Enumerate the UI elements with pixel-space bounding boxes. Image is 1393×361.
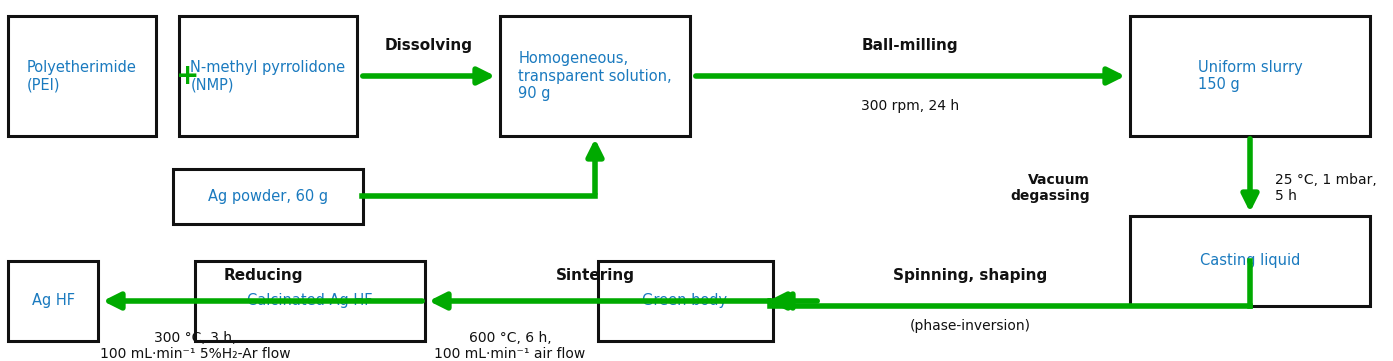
Text: Reducing: Reducing: [223, 268, 302, 283]
Text: (phase-inversion): (phase-inversion): [910, 319, 1031, 333]
Text: Ag powder, 60 g: Ag powder, 60 g: [208, 188, 329, 204]
FancyBboxPatch shape: [1130, 16, 1369, 136]
Text: 300 °C, 3 h,
100 mL·min⁻¹ 5%H₂-Ar flow: 300 °C, 3 h, 100 mL·min⁻¹ 5%H₂-Ar flow: [100, 331, 290, 361]
FancyBboxPatch shape: [500, 16, 690, 136]
Text: Homogeneous,
transparent solution,
90 g: Homogeneous, transparent solution, 90 g: [518, 51, 671, 101]
Text: +: +: [177, 62, 199, 90]
Text: Vacuum
degassing: Vacuum degassing: [1010, 173, 1089, 203]
Text: N-methyl pyrrolidone
(NMP): N-methyl pyrrolidone (NMP): [191, 60, 345, 92]
FancyBboxPatch shape: [598, 261, 773, 341]
Text: Spinning, shaping: Spinning, shaping: [893, 268, 1048, 283]
Text: Sintering: Sintering: [556, 268, 634, 283]
Text: Uniform slurry
150 g: Uniform slurry 150 g: [1198, 60, 1302, 92]
Text: 600 °C, 6 h,
100 mL·min⁻¹ air flow: 600 °C, 6 h, 100 mL·min⁻¹ air flow: [435, 331, 585, 361]
FancyBboxPatch shape: [8, 261, 98, 341]
Text: Calcinated Ag HF: Calcinated Ag HF: [247, 293, 373, 309]
FancyBboxPatch shape: [195, 261, 425, 341]
Text: Dissolving: Dissolving: [384, 38, 474, 53]
Text: Polyetherimide
(PEI): Polyetherimide (PEI): [26, 60, 137, 92]
Text: 300 rpm, 24 h: 300 rpm, 24 h: [861, 99, 958, 113]
FancyBboxPatch shape: [173, 169, 364, 223]
Text: Ag HF: Ag HF: [32, 293, 74, 309]
FancyBboxPatch shape: [178, 16, 357, 136]
Text: Ball-milling: Ball-milling: [862, 38, 958, 53]
FancyBboxPatch shape: [8, 16, 156, 136]
Text: Casting liquid: Casting liquid: [1199, 253, 1300, 269]
Text: Green body: Green body: [642, 293, 727, 309]
FancyBboxPatch shape: [1130, 216, 1369, 306]
Text: 25 °C, 1 mbar,
5 h: 25 °C, 1 mbar, 5 h: [1275, 173, 1376, 203]
